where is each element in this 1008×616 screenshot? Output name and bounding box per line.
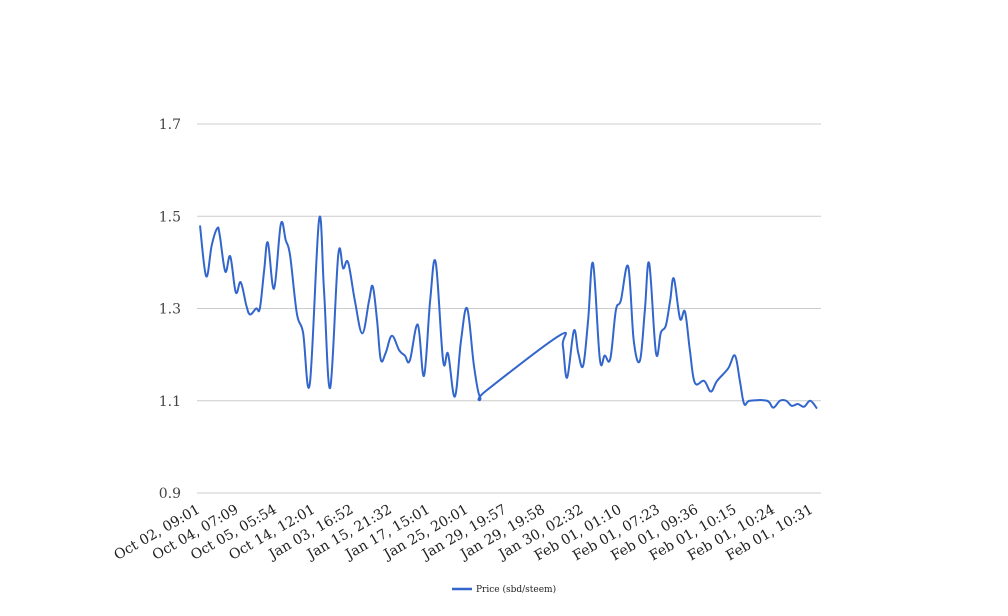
- y-tick-label: 1.7: [159, 117, 181, 133]
- legend-label: Price (sbd/steem): [476, 584, 556, 595]
- y-tick-label: 1.1: [159, 394, 181, 410]
- y-tick-label: 1.3: [159, 302, 181, 318]
- gridlines: [197, 123, 821, 494]
- series-line-price[interactable]: [199, 215, 818, 410]
- series-group: [199, 215, 818, 410]
- y-tick-label: 1.5: [159, 209, 181, 225]
- legend[interactable]: Price (sbd/steem): [452, 584, 556, 595]
- y-tick-label: 0.9: [159, 486, 181, 502]
- y-axis-ticks: 0.9 1.1 1.3 1.5 1.7: [159, 117, 181, 502]
